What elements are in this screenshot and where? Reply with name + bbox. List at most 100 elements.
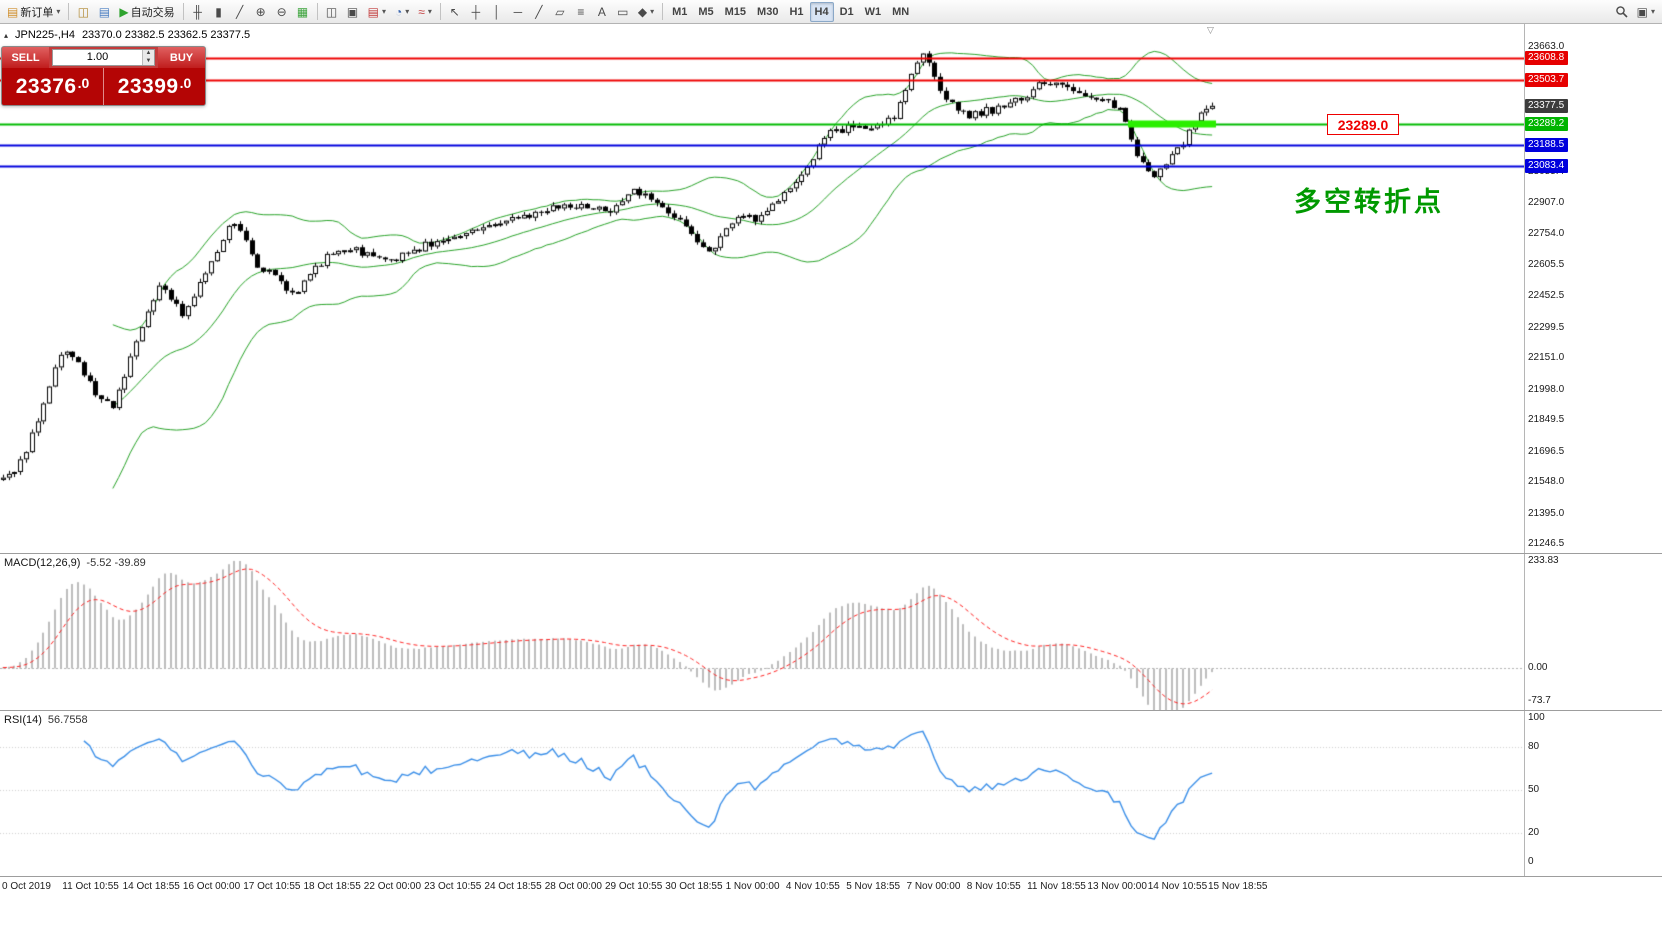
cursor-button[interactable]: ↖ (445, 2, 465, 22)
toolbar: ▤ 新订单 ▾ ◫ ▤ ▶ 自动交易 ╫ ▮ ╱ ⊕ ⊖ ▦ ◫ ▣ ▤ ▾ ◔ ▾ ≈ ▾ ↖ ┼ │ ─ ╱ ▱ ≡ A ▭ ◆ ▾ M1 M… (0, 0, 1662, 24)
buy-price-frac: .0 (179, 75, 192, 91)
rsi-pane-separator[interactable] (0, 710, 1662, 711)
fibonacci-icon: ≡ (577, 4, 585, 19)
timeframe-m5-button[interactable]: M5 (698, 5, 714, 18)
data-window-button[interactable]: ▤ (94, 2, 114, 22)
timeframe-h1-button[interactable]: H1 (789, 5, 804, 18)
volume-spinner: ▲ ▼ (142, 50, 154, 65)
chart-shift-marker[interactable]: ▽ (1207, 25, 1214, 35)
shapes-button[interactable]: ◆ ▾ (634, 2, 658, 22)
fibonacci-button[interactable]: ≡ (571, 2, 591, 22)
bar-chart-icon: ╫ (193, 4, 202, 19)
tile-windows-icon: ◫ (325, 4, 338, 19)
candlestick-chart-button[interactable]: ▮ (209, 2, 229, 22)
auto-trading-label: 自动交易 (130, 6, 175, 19)
new-order-button[interactable]: ▤ 新订单 ▾ (3, 2, 64, 22)
trendline-button[interactable]: ╱ (529, 2, 549, 22)
cascade-windows-button[interactable]: ▣ (343, 2, 363, 22)
trendline-icon: ╱ (535, 4, 543, 19)
rsi-axis-label: 100 (1528, 712, 1545, 723)
candlestick-chart-icon: ▮ (215, 4, 222, 19)
macd-axis-label: 0.00 (1528, 661, 1548, 673)
price-tag: 23188.5 (1525, 137, 1569, 152)
rsi-axis-label: 20 (1528, 827, 1540, 839)
new-chart-button[interactable]: ▤ ▾ (364, 2, 390, 22)
bar-chart-button[interactable]: ╫ (188, 2, 208, 22)
timeframe-d1-button[interactable]: D1 (839, 5, 854, 18)
volume-value[interactable]: 1.00 (86, 51, 109, 63)
buy-button[interactable]: BUY (158, 47, 205, 68)
chevron-down-icon: ▾ (650, 7, 655, 16)
timeframe-w1-button[interactable]: W1 (864, 5, 882, 18)
data-window-icon: ▤ (98, 4, 111, 19)
new-window-button[interactable]: ▣ ▾ (1633, 2, 1659, 22)
vertical-line-button[interactable]: │ (487, 2, 507, 22)
buy-price[interactable]: 23399 .0 (103, 68, 205, 105)
grid-button[interactable]: ▦ (293, 2, 313, 22)
time-axis-label: 13 Nov 00:00 (1087, 881, 1147, 892)
timeframe-m1-button[interactable]: M1 (672, 5, 688, 18)
macd-canvas[interactable] (0, 554, 1524, 710)
order-prices-row: 23376 .0 23399 .0 (2, 68, 205, 105)
volume-down-button[interactable]: ▼ (143, 57, 154, 65)
time-axis[interactable]: 0 Oct 2019 11 Oct 10:55 14 Oct 18:55 16 Oct… (0, 877, 1662, 897)
text-button[interactable]: A (592, 2, 612, 22)
equidistant-channel-icon: ▱ (555, 4, 565, 19)
equidistant-channel-button[interactable]: ▱ (550, 2, 570, 22)
timeframe-m15-button[interactable]: M15 (724, 5, 747, 18)
text-label-button[interactable]: ▭ (613, 2, 633, 22)
search-icon (1615, 6, 1628, 18)
chart-period-button[interactable]: ◔ ▾ (391, 2, 413, 22)
price-chart-canvas[interactable] (0, 24, 1524, 553)
zoom-out-button[interactable]: ⊖ (272, 2, 292, 22)
chevron-down-icon: ▾ (56, 7, 61, 16)
new-chart-icon: ▤ (367, 4, 379, 19)
price-axis-label: 22754.0 (1528, 228, 1565, 240)
toolbar-separator (316, 3, 318, 20)
price-axis-label: 22605.5 (1528, 258, 1565, 270)
chevron-down-icon: ▾ (427, 7, 432, 16)
price-tag: 23083.4 (1525, 159, 1569, 174)
time-axis-label: 18 Oct 18:55 (303, 881, 361, 892)
market-watch-button[interactable]: ◫ (73, 2, 93, 22)
price-level-annotation[interactable]: 23289.0 (1327, 114, 1399, 135)
zoom-in-icon: ⊕ (255, 4, 266, 19)
macd-pane-separator[interactable] (0, 553, 1662, 554)
timeframe-mn-button[interactable]: MN (892, 5, 910, 18)
time-axis-label: 0 Oct 2019 (2, 881, 51, 892)
price-axis-label: 21548.0 (1528, 476, 1565, 488)
sell-price[interactable]: 23376 .0 (2, 68, 103, 105)
crosshair-icon: ┼ (471, 4, 481, 19)
line-chart-icon: ╱ (235, 4, 244, 19)
timeframe-h4-button[interactable]: H4 (809, 1, 834, 22)
collapse-panel-icon[interactable]: ▴ (4, 30, 9, 40)
crosshair-button[interactable]: ┼ (466, 2, 486, 22)
price-axis-label: 22907.0 (1528, 196, 1565, 208)
sell-price-frac: .0 (77, 75, 90, 91)
horizontal-line-button[interactable]: ─ (508, 2, 528, 22)
turning-point-annotation[interactable]: 多空转折点 (1294, 187, 1444, 217)
macd-axis-label: 233.83 (1528, 554, 1559, 566)
zoom-in-button[interactable]: ⊕ (251, 2, 271, 22)
rsi-canvas[interactable] (0, 711, 1524, 876)
text-icon: A (597, 4, 606, 19)
sell-button[interactable]: SELL (2, 47, 49, 68)
timeframe-m30-button[interactable]: M30 (757, 5, 779, 18)
auto-trading-button[interactable]: ▶ 自动交易 (115, 2, 178, 22)
time-axis-label: 15 Nov 18:55 (1208, 881, 1268, 892)
chart-header: ▴ JPN225-,H4 23370.0 23382.5 23362.5 233… (4, 29, 250, 41)
time-axis-label: 22 Oct 00:00 (363, 881, 422, 892)
order-controls-row: SELL 1.00 ▲ ▼ BUY (2, 47, 205, 68)
time-axis-separator (0, 876, 1662, 877)
volume-input[interactable]: 1.00 ▲ ▼ (52, 49, 155, 66)
volume-up-button[interactable]: ▲ (143, 50, 154, 58)
text-label-icon: ▭ (617, 4, 629, 19)
time-axis-label: 7 Nov 00:00 (906, 881, 961, 892)
indicators-button[interactable]: ≈ ▾ (414, 2, 436, 22)
rsi-axis-label: 50 (1528, 784, 1540, 795)
search-button[interactable] (1611, 2, 1632, 22)
line-chart-button[interactable]: ╱ (230, 2, 250, 22)
time-axis-label: 28 Oct 00:00 (544, 881, 602, 892)
tile-windows-button[interactable]: ◫ (322, 2, 342, 22)
